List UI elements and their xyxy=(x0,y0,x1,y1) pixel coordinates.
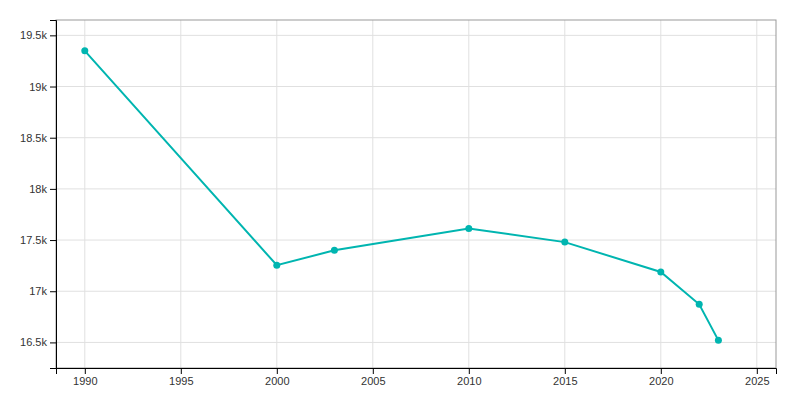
y-grid-line xyxy=(56,188,776,189)
x-tick: 1995 xyxy=(169,368,193,387)
x-grid-line xyxy=(84,20,85,368)
point xyxy=(696,301,703,308)
y-tick: 18.5k xyxy=(20,132,56,144)
x-tick-mark xyxy=(277,368,278,374)
y-tick-label: 17k xyxy=(29,285,47,297)
y-tick-label: 18k xyxy=(29,183,47,195)
x-tick-label: 2025 xyxy=(745,375,769,387)
x-tick-mark xyxy=(469,368,470,374)
y-tick-mark xyxy=(50,189,56,190)
point xyxy=(715,337,722,344)
x-grid-line xyxy=(372,20,373,368)
point xyxy=(561,239,568,246)
y-tick-mark xyxy=(50,138,56,139)
y-tick-mark xyxy=(50,35,56,36)
y-grid-line xyxy=(56,342,776,343)
x-tick-label: 2000 xyxy=(265,375,289,387)
y-tick: 18k xyxy=(29,183,56,195)
x-tick: 2020 xyxy=(649,368,673,387)
y-axis: 16.5k 17k 17.5k 18k 18.5k 19k 19.5k xyxy=(20,21,56,369)
y-grid-line xyxy=(56,291,776,292)
x-tick: 2015 xyxy=(553,368,577,387)
x-axis-line xyxy=(57,369,777,375)
y-grid-line xyxy=(56,240,776,241)
y-tick-label: 18.5k xyxy=(20,132,47,144)
x-tick-mark xyxy=(373,368,374,374)
x-tick-label: 2020 xyxy=(649,375,673,387)
x-grid-line xyxy=(756,20,757,368)
x-tick-label: 2015 xyxy=(553,375,577,387)
x-tick: 2005 xyxy=(361,368,385,387)
line xyxy=(85,51,719,341)
y-tick: 19k xyxy=(29,81,56,93)
x-tick-label: 2010 xyxy=(457,375,481,387)
y-tick: 17.5k xyxy=(20,234,56,246)
y-tick-mark xyxy=(50,342,56,343)
point xyxy=(465,225,472,232)
x-tick: 2025 xyxy=(745,368,769,387)
y-tick-label: 17.5k xyxy=(20,234,47,246)
x-tick: 2000 xyxy=(265,368,289,387)
y-tick-mark xyxy=(50,240,56,241)
point xyxy=(657,268,664,275)
y-grid-line xyxy=(56,86,776,87)
x-tick-mark xyxy=(181,368,182,374)
y-tick-label: 16.5k xyxy=(20,336,47,348)
y-axis-line xyxy=(50,21,57,369)
x-grid-line xyxy=(276,20,277,368)
y-tick-mark xyxy=(50,291,56,292)
x-tick-label: 1990 xyxy=(73,375,97,387)
point xyxy=(331,247,338,254)
x-tick-label: 1995 xyxy=(169,375,193,387)
x-tick-mark xyxy=(661,368,662,374)
chart: 1990 1995 2000 2005 2010 2015 2020 2025 16.5k 17k… xyxy=(0,0,800,400)
x-tick-mark xyxy=(565,368,566,374)
plot-frame xyxy=(56,20,776,368)
plot-area: 1990 1995 2000 2005 2010 2015 2020 2025 16.5k 17k… xyxy=(20,20,776,387)
y-tick: 16.5k xyxy=(20,336,56,348)
x-tick-label: 2005 xyxy=(361,375,385,387)
x-tick-mark xyxy=(757,368,758,374)
y-grid-line xyxy=(56,35,776,36)
x-grid-line xyxy=(564,20,565,368)
y-tick: 19.5k xyxy=(20,29,56,41)
x-tick-mark xyxy=(85,368,86,374)
x-grid-line xyxy=(180,20,181,368)
x-tick: 1990 xyxy=(73,368,97,387)
x-axis: 1990 1995 2000 2005 2010 2015 2020 2025 xyxy=(57,368,777,387)
y-tick-label: 19.5k xyxy=(20,29,47,41)
x-grid-line xyxy=(660,20,661,368)
series xyxy=(81,47,722,344)
y-tick-label: 19k xyxy=(29,81,47,93)
x-tick: 2010 xyxy=(457,368,481,387)
y-tick-mark xyxy=(50,87,56,88)
point xyxy=(81,47,88,54)
y-tick: 17k xyxy=(29,285,56,297)
point xyxy=(273,262,280,269)
x-grid-line xyxy=(468,20,469,368)
grid xyxy=(56,20,776,368)
